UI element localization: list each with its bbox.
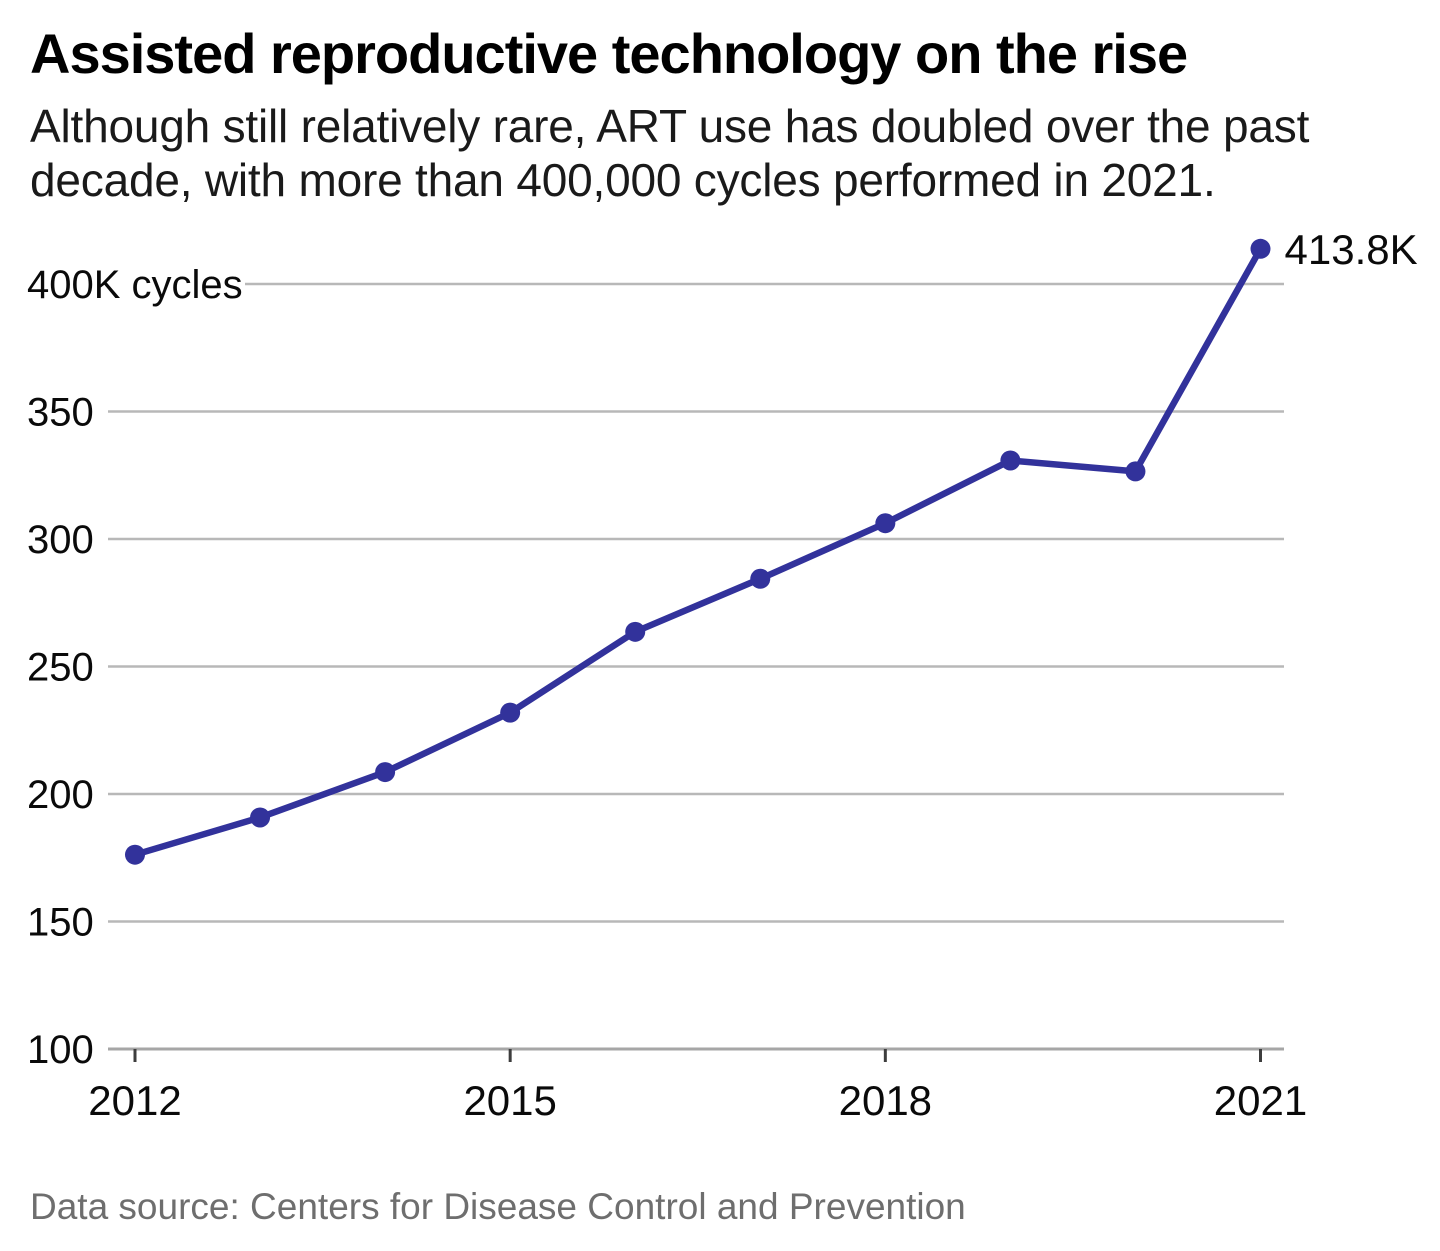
art-cycles-line-chart: 100 150 200 250 300 350 400K cycles 2012 2015 201… [27,226,1418,1124]
chart-title: Assisted reproductive technology on the … [30,22,1188,85]
data-point-2020 [1125,461,1146,482]
x-tick-label-2012: 2012 [88,1077,181,1124]
data-point-2019 [1000,450,1021,471]
y-tick-label-150: 150 [27,901,94,945]
data-point-2013 [250,807,271,828]
y-tick-label-300: 300 [27,518,94,562]
chart-page: Assisted reproductive technology on the … [0,22,1440,1251]
x-tick-label-2018: 2018 [839,1077,932,1124]
data-point-2014 [375,762,396,783]
y-tick-label-100: 100 [27,1028,94,1072]
y-tick-label-400: 400K cycles [27,263,243,307]
x-tick-label-2021: 2021 [1214,1077,1307,1124]
data-point-2017 [750,568,771,589]
series-line [131,245,1264,858]
y-tick-label-200: 200 [27,773,94,817]
x-tick-label-2015: 2015 [463,1077,556,1124]
data-point-2015 [500,702,521,723]
line-chart: 100 150 200 250 300 350 400K cycles 2012 2015 201… [0,226,1440,1158]
data-point-2018 [875,513,896,534]
y-tick-label-250: 250 [27,646,94,690]
data-point-2012 [125,844,145,865]
chart-subtitle: Although still relatively rare, ART use … [30,100,1310,207]
end-value-label: 413.8K [1285,226,1418,273]
y-tick-label-350: 350 [27,391,94,435]
data-point-2016 [625,621,646,642]
data-point-2021 [1250,238,1271,259]
data-source: Data source: Centers for Disease Control… [30,1186,966,1228]
